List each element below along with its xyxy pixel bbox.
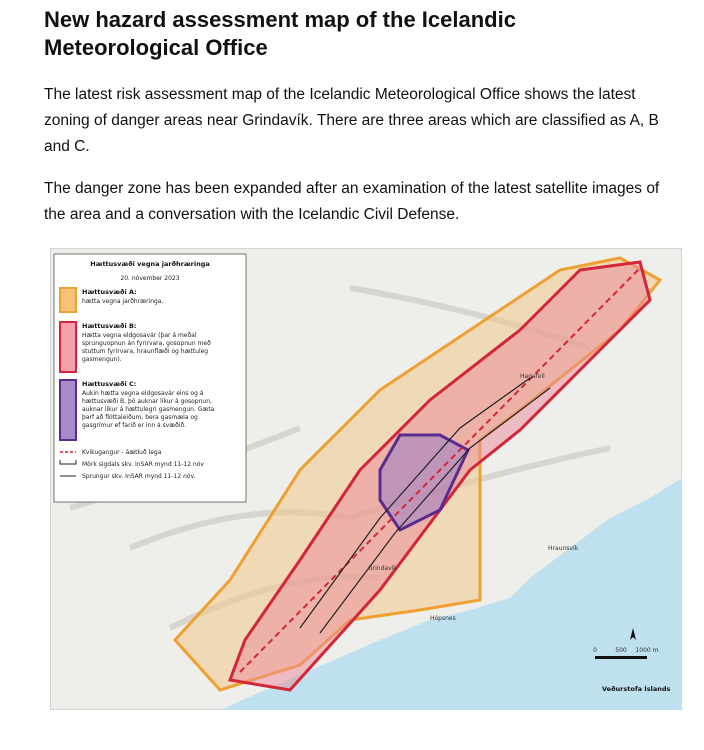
fissures bbox=[299, 377, 551, 634]
legend-zone-text: Hætta vegna eldgosavár (þar á meðal bbox=[82, 332, 197, 339]
zone-c bbox=[378, 433, 470, 532]
legend-zone-text: hætta vegna jarðhræringa. bbox=[82, 298, 163, 305]
legend-text: Hættusvæði A: hætta vegna jarðhræringa. Hæ… bbox=[82, 288, 215, 480]
legend-zone-name: Hættusvæði B: bbox=[82, 322, 137, 330]
legend-title: Hættusvæði vegna jarðhræringa bbox=[90, 260, 210, 268]
legend-zone-text: gasmengun). bbox=[82, 356, 122, 363]
sea bbox=[220, 478, 682, 710]
legend-swatch-a bbox=[59, 287, 77, 313]
hazard-map: Hættusvæði vegna jarðhræringa 20. nóvemb… bbox=[50, 248, 682, 710]
scale-bar bbox=[595, 656, 647, 659]
legend-symbol-label: Sprungur skv. InSAR mynd 11-12 nóv. bbox=[82, 473, 196, 480]
paragraph: The danger zone has been expanded after … bbox=[44, 180, 660, 223]
place-label: Hagafell bbox=[520, 373, 545, 380]
legend-box bbox=[53, 253, 247, 503]
scale-label: 0 bbox=[593, 647, 597, 654]
north-arrow bbox=[630, 628, 636, 640]
legend-zone-text: gasgrímur ef farið er inn á svæðið. bbox=[82, 422, 186, 429]
legend-zone-name: Hættusvæði A: bbox=[82, 288, 137, 296]
legend-swatch-c bbox=[59, 379, 77, 441]
legend-zone-name: Hættusvæði C: bbox=[82, 380, 136, 388]
title: New hazard assessment map of the Iceland… bbox=[44, 7, 516, 60]
legend-symbol-label: Mörk sigdals skv. InSAR mynd 11-12 nóv bbox=[82, 461, 204, 468]
legend-symbol bbox=[59, 460, 77, 465]
place-label: Hraunsvík bbox=[548, 545, 579, 552]
legend-zone-text: auknar líkur á hættulegri gasmengun. Gæt… bbox=[82, 406, 215, 413]
legend-zone-text: Aukin hætta vegna eldgosavár eins og á bbox=[82, 390, 204, 397]
scale-label: 500 bbox=[615, 647, 627, 654]
paragraph: The latest risk assessment map of the Ic… bbox=[44, 86, 659, 155]
legend-date: 20. nóvember 2023 bbox=[120, 275, 179, 282]
dike-line bbox=[239, 267, 641, 673]
legend-symbol-label: Kvikugangur - áætluð lega bbox=[82, 449, 162, 456]
legend-zone-text: hættusvæði B, þó auknar líkur á gosopnun… bbox=[82, 398, 212, 405]
places: Grindavík Hópsnes Hraunsvík Hagafell bbox=[368, 373, 579, 622]
legend-zone-text: stuttum fyrirvara, hraunflæði og hættule… bbox=[82, 348, 208, 355]
legend-zone-text: sprunguopnun án fyrirvara, gosopnun með bbox=[82, 340, 211, 347]
place-label: Hópsnes bbox=[430, 615, 456, 622]
scale-label: 1000 m bbox=[635, 647, 658, 654]
legend-zone-text: þarf að flóttaleiðum, bera gasmæla og bbox=[82, 414, 198, 421]
place-label: Grindavík bbox=[368, 565, 397, 572]
legend-swatch-b bbox=[59, 321, 77, 373]
logo: Veðurstofa Íslands bbox=[602, 684, 670, 693]
